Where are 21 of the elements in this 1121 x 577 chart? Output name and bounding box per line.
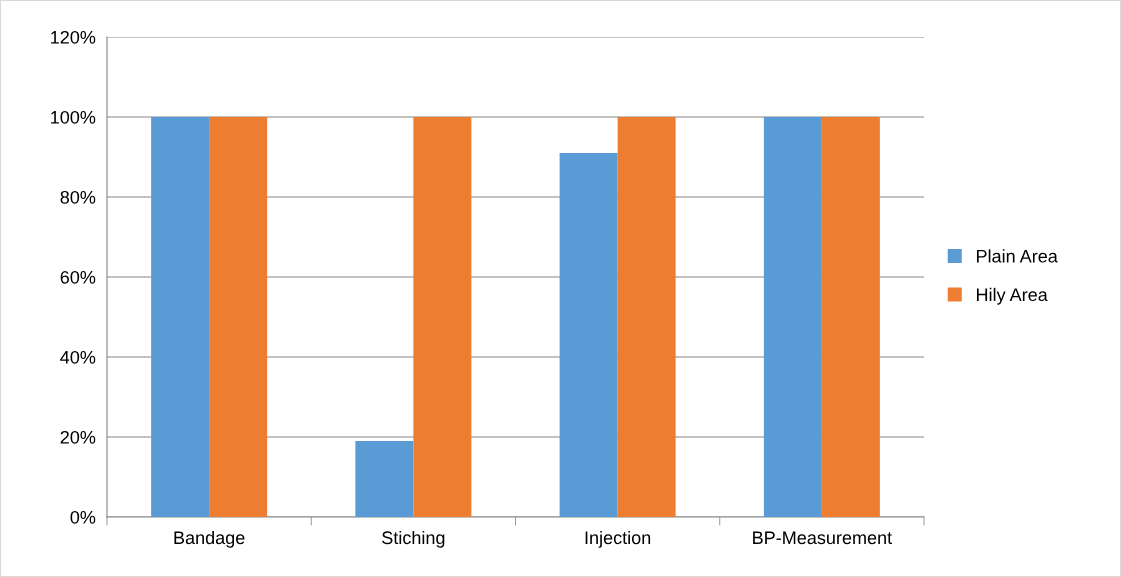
bar bbox=[559, 153, 618, 517]
y-tick-label: 0% bbox=[70, 510, 96, 524]
x-tick-label: BP-Measurement bbox=[753, 531, 892, 545]
y-tick-label: 100% bbox=[51, 110, 96, 124]
y-tick-label: 20% bbox=[60, 430, 96, 444]
legend-label: Hily Area bbox=[976, 287, 1048, 305]
x-tick-label: Injection bbox=[585, 530, 651, 548]
bar bbox=[763, 117, 822, 517]
y-tick-label: 80% bbox=[60, 190, 96, 204]
bar bbox=[617, 117, 676, 517]
y-tick-label: 120% bbox=[51, 30, 96, 44]
bar bbox=[209, 117, 268, 517]
x-tick-label: Bandage bbox=[174, 530, 245, 548]
bar bbox=[821, 117, 880, 517]
bar bbox=[151, 117, 210, 517]
y-tick-label: 60% bbox=[60, 270, 96, 284]
x-tick-label: Stiching bbox=[382, 530, 445, 548]
bar bbox=[413, 117, 472, 517]
legend-label: Plain Area bbox=[976, 249, 1058, 263]
bar bbox=[355, 441, 414, 517]
y-tick-label: 40% bbox=[60, 350, 96, 364]
